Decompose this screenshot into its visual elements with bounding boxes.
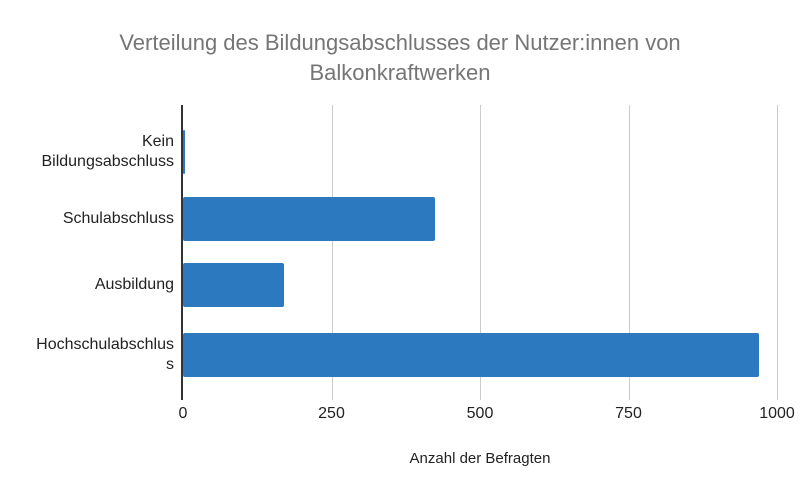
x-tick-label-250: 250 — [318, 405, 345, 422]
y-axis-labels: Kein Bildungsabschluss Schulabschluss Ausb… — [0, 105, 174, 400]
y-tick-label-schulabschluss: Schulabschluss — [62, 210, 174, 227]
plot-area — [181, 105, 778, 400]
y-axis-line — [181, 105, 183, 400]
gridline-500 — [479, 105, 481, 400]
bar-hochschulabschluss[interactable] — [183, 333, 760, 377]
y-tick-label-hochschulabschluss: Hochschulabschlus s — [36, 336, 174, 373]
x-tick-label-500: 500 — [466, 405, 494, 422]
gridline-1000 — [776, 105, 778, 400]
bar-kein-bildungsabschluss[interactable] — [183, 130, 185, 174]
gridline-250 — [331, 105, 333, 400]
chart-title: Verteilung des Bildungsabschlusses der N… — [119, 30, 681, 85]
bar-ausbildung[interactable] — [183, 263, 284, 307]
x-tick-label-0: 0 — [178, 405, 188, 422]
x-tick-label-1000: 1000 — [759, 405, 795, 422]
x-tick-label-750: 750 — [615, 405, 642, 422]
y-tick-label-kein-bildungsabschluss: Kein Bildungsabschluss — [41, 133, 174, 170]
gridline-750 — [628, 105, 630, 400]
x-axis-ticks: 0 250 500 750 1000 — [179, 405, 795, 425]
x-axis-title: Anzahl der Befragten — [409, 450, 551, 467]
bar-schulabschluss[interactable] — [183, 197, 436, 241]
y-tick-label-ausbildung: Ausbildung — [94, 276, 174, 293]
